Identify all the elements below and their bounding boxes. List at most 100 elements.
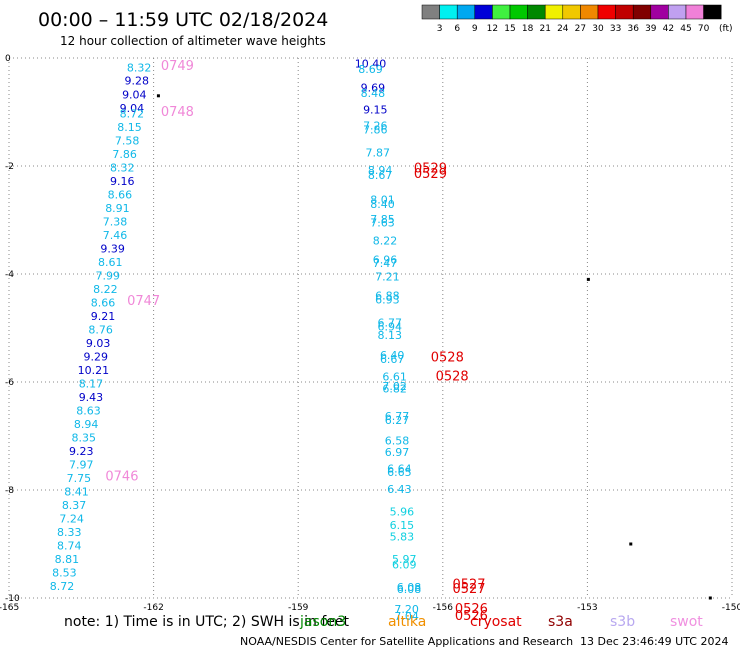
color-scale-tick: 18: [522, 24, 534, 34]
pass-time-label: 0748: [161, 105, 194, 120]
x-tick-label: -159: [288, 603, 309, 613]
satellite-legend-item: altika: [388, 614, 426, 630]
wave-height-label: 9.29: [84, 351, 109, 364]
wave-height-label: 9.21: [91, 310, 116, 323]
wave-height-label: 7.02: [382, 380, 407, 393]
pass-time-label: 0526: [455, 602, 488, 617]
wave-height-label: 6.94: [378, 320, 403, 333]
color-swatch: [562, 4, 581, 20]
color-swatch: [668, 4, 687, 20]
wave-height-label: 8.15: [117, 121, 142, 134]
color-scale-tick: 39: [645, 24, 657, 34]
pass-time-label: 0747: [127, 294, 160, 309]
x-tick-label: -156: [433, 603, 454, 613]
pass-time-label: 0528: [431, 351, 464, 366]
wave-height-label: 8.74: [57, 540, 82, 553]
island-marker: [708, 596, 712, 600]
wave-height-label: 6.77: [378, 317, 403, 330]
wave-height-label: 9.04: [120, 102, 145, 115]
wave-height-label: 8.81: [55, 553, 80, 566]
wave-height-label: 5.83: [390, 530, 415, 543]
wave-height-label: 7.99: [96, 270, 121, 283]
wave-height-label: 8.67: [368, 169, 393, 182]
island-marker: [629, 542, 633, 546]
wave-height-label: 8.66: [91, 297, 116, 310]
wave-height-label: 6.77: [385, 410, 410, 423]
color-scale-tick: 9: [472, 24, 478, 34]
wave-height-label: 8.91: [105, 202, 130, 215]
wave-height-label: 8.22: [93, 283, 118, 296]
pass-time-label: 0526: [455, 609, 488, 624]
wave-height-label: 9.39: [100, 243, 125, 256]
wave-height-label: 8.13: [378, 329, 403, 342]
pass-time-label: 0746: [105, 470, 138, 485]
pass-time-label: 0527: [452, 578, 485, 593]
wave-height-label: 9.15: [363, 103, 388, 116]
color-scale-tick: 45: [680, 24, 691, 34]
color-scale-tick: 42: [663, 24, 674, 34]
color-scale-tick: 70: [698, 24, 710, 34]
wave-height-label: 6.93: [375, 293, 400, 306]
wave-height-label: 6.27: [385, 414, 410, 427]
wave-height-label: 6.09: [392, 559, 417, 572]
color-scale-tick: 30: [592, 24, 604, 34]
wave-height-label: 9.69: [361, 82, 386, 95]
y-tick-label: 0: [5, 54, 11, 64]
color-swatch: [439, 4, 458, 20]
wave-height-label: 7.97: [69, 459, 94, 472]
wave-height-label: 8.37: [62, 499, 87, 512]
wave-height-label: 8.35: [71, 432, 96, 445]
y-tick-label: -6: [5, 378, 14, 388]
wave-height-label: 9.43: [79, 391, 104, 404]
island-marker: [586, 277, 590, 281]
wave-height-label: 6.08: [397, 583, 422, 596]
wave-height-label: 7.04: [394, 610, 419, 623]
pass-time-label: 0527: [452, 582, 485, 597]
color-scale-tick: 3: [437, 24, 443, 34]
x-tick-label: -162: [143, 603, 163, 613]
satellite-legend-item: s3a: [548, 614, 573, 630]
satellite-legend: jason3 altika cryosat s3a s3b swot: [299, 614, 703, 630]
color-scale-tick: 36: [627, 24, 639, 34]
wave-height-label: 7.58: [115, 135, 140, 148]
color-scale-tick: 6: [454, 24, 460, 34]
wave-height-label: 8.22: [373, 235, 398, 248]
satellite-legend-item: cryosat: [470, 614, 522, 630]
color-swatch: [615, 4, 634, 20]
color-swatch: [421, 4, 440, 20]
wave-height-label: 7.63: [370, 217, 395, 230]
wave-height-label: 6.08: [397, 581, 422, 594]
wave-height-label: 6.88: [375, 290, 400, 303]
satellite-legend-item: swot: [670, 614, 703, 630]
color-swatch: [527, 4, 546, 20]
wave-height-label: 8.32: [127, 62, 152, 75]
color-scale-tick: 12: [487, 24, 498, 34]
wave-height-label: 6.82: [382, 382, 407, 395]
footer-timestamp: 13 Dec 23:46:49 UTC 2024: [580, 635, 728, 648]
wave-height-label: 7.26: [363, 120, 388, 133]
wave-height-label: 7.21: [375, 271, 400, 284]
wave-height-label: 6.97: [385, 446, 410, 459]
wave-height-label: 5.97: [392, 553, 417, 566]
color-swatch: [685, 4, 704, 20]
wave-height-label: 10.40: [355, 57, 387, 70]
wave-height-label: 7.24: [59, 513, 84, 526]
wave-height-label: 7.85: [370, 213, 395, 226]
wave-height-label: 7.86: [363, 123, 388, 136]
wave-height-label: 7.86: [112, 148, 137, 161]
wave-height-label: 8.72: [50, 580, 75, 593]
chart-title: 00:00 – 11:59 UTC 02/18/2024: [38, 9, 328, 31]
wave-height-label: 8.94: [368, 164, 393, 177]
wave-height-label: 8.61: [98, 256, 123, 269]
wave-height-label: 8.53: [52, 567, 77, 580]
pass-time-label: 0528: [436, 370, 469, 385]
color-scale-unit: (ft): [719, 24, 733, 34]
wave-height-label: 6.43: [387, 483, 412, 496]
color-swatch: [544, 4, 564, 20]
wave-height-label: 6.64: [387, 462, 412, 475]
wave-height-label: 8.40: [370, 198, 395, 211]
wave-height-label: 7.47: [373, 257, 398, 270]
wave-height-label: 8.41: [64, 486, 89, 499]
wave-height-label: 7.75: [67, 472, 92, 485]
